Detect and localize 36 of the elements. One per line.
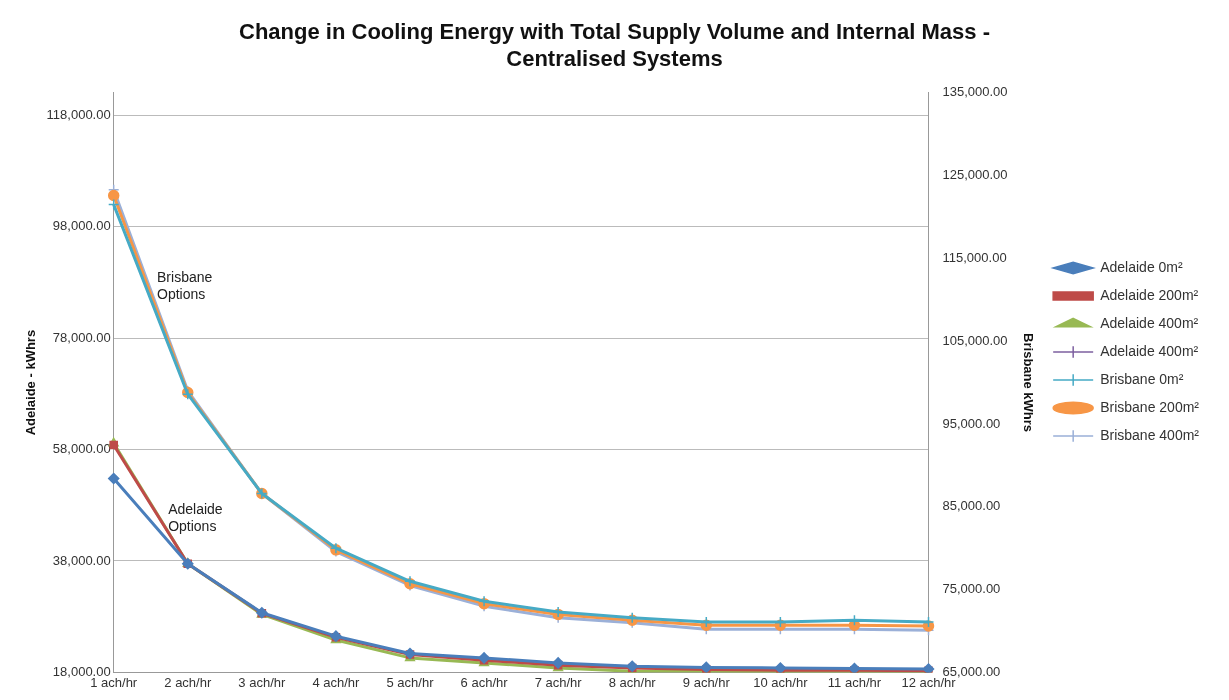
legend-label: Adelaide 400m²: [1100, 314, 1199, 331]
y-tick-label: 78,000.00: [52, 329, 111, 345]
x-tick-label: 8 ach/hr: [608, 674, 657, 690]
y-tick-label: 38,000.00: [52, 552, 111, 568]
y-tick-label: 18,000.00: [52, 663, 111, 679]
y-tick-label: 118,000.00: [46, 106, 111, 122]
y2-tick-label: 75,000.00: [942, 581, 1001, 597]
x-tick-label: 2 ach/hr: [164, 674, 212, 690]
legend-label: Adelaide 0m²: [1100, 258, 1183, 275]
legend-label: Adelaide 400m²: [1100, 342, 1199, 359]
y-tick-label: 58,000.00: [52, 441, 111, 457]
legend-label: Brisbane 400m²: [1100, 426, 1200, 443]
y2-tick-label: 95,000.00: [942, 415, 1001, 431]
x-tick-label: 11 ach/hr: [827, 674, 882, 690]
x-tick-label: 7 ach/hr: [534, 674, 583, 690]
x-tick-label: 10 ach/hr: [753, 674, 809, 690]
y2-tick-label: 105,000.00: [942, 332, 1008, 348]
x-tick-label: 5 ach/hr: [386, 674, 435, 690]
y2-tick-label: 135,000.00: [942, 84, 1008, 100]
y2-tick-label: 115,000.00: [942, 249, 1007, 265]
legend-label: Brisbane 200m²: [1100, 398, 1200, 415]
y-axis-title: Adelaide - kWhrs: [23, 329, 39, 436]
legend-label: Adelaide 200m²: [1100, 286, 1199, 303]
y2-tick-label: 125,000.00: [942, 167, 1008, 183]
x-tick-label: 9 ach/hr: [682, 674, 731, 690]
annotation: Adelaide Options: [168, 500, 223, 534]
y2-tick-label: 85,000.00: [942, 498, 1001, 514]
x-tick-label: 3 ach/hr: [238, 674, 286, 690]
y2-axis-title: Brisbane kWhrs: [1020, 333, 1036, 433]
chart-title: Change in Cooling Energy with Total Supply Volume and Internal Mass - Centralised Systems: [239, 19, 990, 71]
legend-label: Brisbane 0m²: [1100, 370, 1184, 387]
y2-tick-label: 65,000.00: [942, 663, 1001, 679]
y-tick-label: 98,000.00: [52, 218, 111, 234]
annotation: Brisbane Options: [157, 269, 213, 303]
x-tick-label: 6 ach/hr: [460, 674, 509, 690]
x-tick-label: 4 ach/hr: [312, 674, 361, 690]
